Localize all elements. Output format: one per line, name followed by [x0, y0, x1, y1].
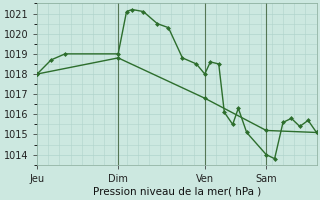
X-axis label: Pression niveau de la mer( hPa ): Pression niveau de la mer( hPa ) — [93, 187, 261, 197]
